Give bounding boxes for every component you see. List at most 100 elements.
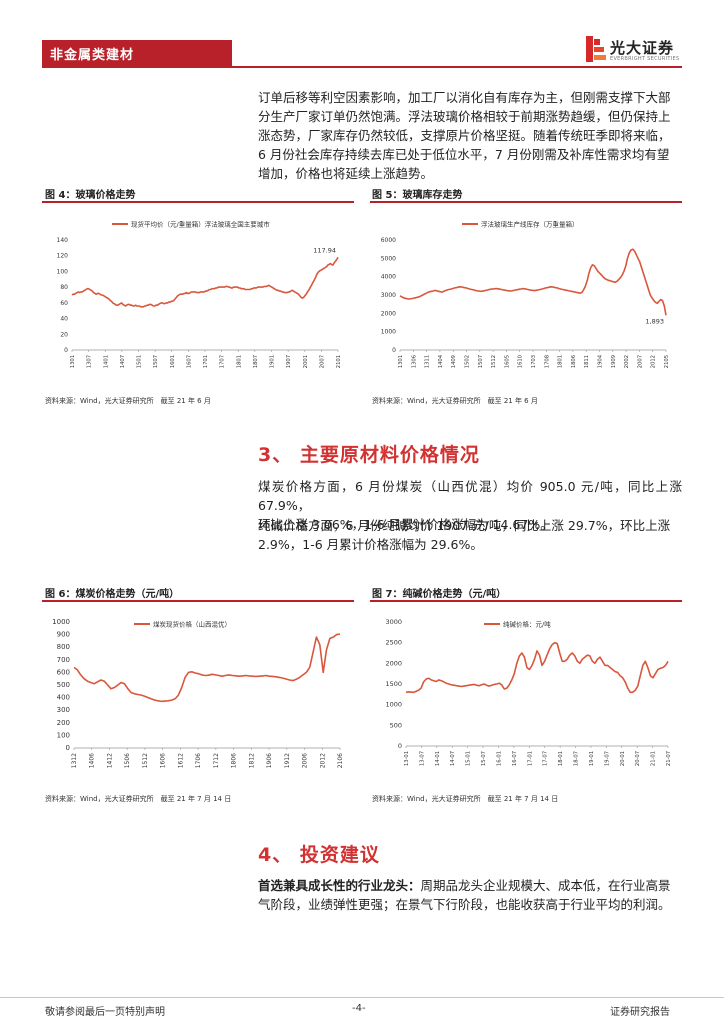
y-tick-label: 600 xyxy=(57,668,70,676)
x-tick-label: 2007 xyxy=(637,355,643,368)
text-line: 环比上涨 3.06%，1-6 月累计价格涨幅为 14.67%。 xyxy=(258,517,553,532)
x-tick-label: 1706 xyxy=(195,753,202,768)
footer-disclaimer: 敬请参阅最后一页特别声明 xyxy=(45,1007,165,1018)
x-tick-label: 1801 xyxy=(236,355,242,368)
x-tick-label: 1501 xyxy=(137,355,143,368)
coal-paragraph: 煤炭价格方面，6 月份煤炭（山西优混）均价 905.0 元/吨，同比上涨 67.… xyxy=(258,477,682,534)
y-tick-label: 0 xyxy=(66,744,70,752)
text-line: 涨态势，厂家库存仍然较低，支撑原片价格坚挺。随着传统旺季即将来临， xyxy=(258,128,671,143)
text-line: 纯碱价格方面，6 月份纯碱均价 1907 元/吨，同比上涨 29.7%，环比上涨 xyxy=(258,518,671,533)
intro-paragraph: 订单后移等利空因素影响，加工厂以消化自有库存为主，但刚需支撑下大部 分生产厂家订… xyxy=(258,88,682,183)
series-line xyxy=(405,641,669,694)
category-label: 非金属类建材 xyxy=(50,48,135,63)
end-value-label: 1,893 xyxy=(645,317,664,325)
x-tick-label: 1307 xyxy=(87,355,93,368)
x-tick-label: 15-07 xyxy=(481,751,487,766)
series-line xyxy=(399,248,667,316)
y-tick-label: 1000 xyxy=(385,701,402,709)
x-tick-label: 1401 xyxy=(103,355,109,368)
x-tick-label: 1312 xyxy=(71,753,78,768)
x-tick-label: 20-01 xyxy=(620,751,626,766)
figure-5-divider xyxy=(370,201,682,203)
x-tick-label: 1811 xyxy=(584,355,590,368)
figure-6-divider xyxy=(42,600,354,602)
text-line: 煤炭价格方面，6 月份煤炭（山西优混）均价 905.0 元/吨，同比上涨 67.… xyxy=(258,479,682,513)
x-tick-label: 21-07 xyxy=(666,751,672,766)
x-tick-label: 1909 xyxy=(611,355,617,368)
text-span: 周期品龙头企业规模大、成本低，在行业高景 xyxy=(420,878,671,893)
x-tick-label: 13-01 xyxy=(404,751,410,766)
y-tick-label: 120 xyxy=(57,253,69,260)
x-tick-label: 1806 xyxy=(571,355,577,368)
y-tick-label: 400 xyxy=(57,694,70,702)
figure-4-divider xyxy=(42,201,354,203)
y-tick-label: 60 xyxy=(60,300,68,307)
x-tick-label: 1306 xyxy=(411,355,417,368)
figure-6-source: 资料来源：Wind，光大证券研究所 截至 21 年 7 月 14 日 xyxy=(45,795,232,803)
y-tick-label: 0 xyxy=(398,742,402,750)
x-tick-label: 1901 xyxy=(270,355,276,368)
x-tick-label: 1707 xyxy=(220,355,226,368)
brand-subtitle: EVERBRIGHT SECURITIES xyxy=(610,56,680,62)
section-4-heading: 4、 投资建议 xyxy=(258,844,380,866)
x-tick-label: 2105 xyxy=(664,355,670,368)
y-tick-label: 2000 xyxy=(385,659,402,667)
x-tick-label: 1301 xyxy=(70,355,76,368)
x-tick-label: 1907 xyxy=(286,355,292,368)
x-tick-label: 1506 xyxy=(124,753,131,768)
legend-label: 纯碱价格：元/吨 xyxy=(503,620,551,629)
x-tick-label: 2012 xyxy=(651,355,657,368)
x-tick-label: 18-07 xyxy=(574,751,580,766)
soda-paragraph: 纯碱价格方面，6 月份纯碱均价 1907 元/吨，同比上涨 29.7%，环比上涨… xyxy=(258,516,682,554)
figure-7-divider xyxy=(370,600,682,602)
x-tick-label: 1301 xyxy=(398,355,404,368)
y-tick-label: 5000 xyxy=(381,255,396,262)
y-tick-label: 2000 xyxy=(381,310,396,317)
x-tick-label: 17-07 xyxy=(543,751,549,766)
x-tick-label: 1605 xyxy=(504,355,510,368)
x-tick-label: 2101 xyxy=(336,355,342,368)
x-tick-label: 1507 xyxy=(153,355,159,368)
y-tick-label: 3000 xyxy=(381,292,396,299)
x-tick-label: 17-01 xyxy=(527,751,533,766)
y-tick-label: 1000 xyxy=(52,618,70,626)
x-tick-label: 1407 xyxy=(120,355,126,368)
lead-phrase: 首选兼具成长性的行业龙头： xyxy=(258,878,421,893)
y-tick-label: 0 xyxy=(392,347,396,354)
x-tick-label: 1701 xyxy=(203,355,209,368)
figure-7-source: 资料来源：Wind，光大证券研究所 截至 21 年 7 月 14 日 xyxy=(372,795,559,803)
header-divider xyxy=(42,66,682,68)
y-tick-label: 300 xyxy=(57,706,70,714)
figure-6-title: 图 6：煤炭价格走势（元/吨） xyxy=(45,589,180,600)
footer-report-type: 证券研究报告 xyxy=(610,1007,670,1018)
x-tick-label: 1502 xyxy=(465,355,471,368)
x-tick-label: 19-07 xyxy=(604,751,610,766)
text-line: 气阶段，业绩弹性更强；在景气下行阶段，也能收获高于行业平均的利润。 xyxy=(258,897,671,912)
x-tick-label: 1801 xyxy=(558,355,564,368)
x-tick-label: 1806 xyxy=(231,753,238,768)
x-tick-label: 1906 xyxy=(266,753,273,768)
page-number: -4- xyxy=(352,1003,366,1014)
x-tick-label: 1512 xyxy=(491,355,497,368)
legend-label: 现货平均价（元/重量箱）浮法玻璃全国主要城市 xyxy=(131,220,270,229)
legend-label: 浮法玻璃生产线库存（万重量箱） xyxy=(481,220,579,229)
x-tick-label: 1512 xyxy=(142,753,149,768)
y-tick-label: 0 xyxy=(64,347,68,354)
x-tick-label: 1712 xyxy=(213,753,220,768)
x-tick-label: 1606 xyxy=(160,753,167,768)
text-line: 6 月份社会库存持续去库已处于低位水平，7 月份刚需及补库性需求均有望 xyxy=(258,147,670,162)
end-value-label: 117.94 xyxy=(313,246,336,254)
x-tick-label: 1612 xyxy=(177,753,184,768)
y-tick-label: 800 xyxy=(57,643,70,651)
soda-price-chart: 0 500 1000 1500 2000 2500 3000 13-01 13-07 14-01 1… xyxy=(385,618,672,766)
y-tick-label: 500 xyxy=(57,681,70,689)
x-tick-label: 1404 xyxy=(438,354,444,368)
figure-4-source: 资料来源：Wind，光大证券研究所 截至 21 年 6 月 xyxy=(45,397,211,405)
text-line: 首选兼具成长性的行业龙头：周期品龙头企业规模大、成本低，在行业高景 xyxy=(258,876,682,895)
y-tick-label: 700 xyxy=(57,656,70,664)
x-tick-label: 2001 xyxy=(303,355,309,368)
investment-paragraph: 首选兼具成长性的行业龙头：周期品龙头企业规模大、成本低，在行业高景 气阶段，业绩… xyxy=(258,876,682,914)
brand-name: 光大证券 xyxy=(610,39,675,57)
text-line: 分生产厂家订单仍然饱满。浮法玻璃价格相较于前期涨势趋缓，但仍保持上 xyxy=(258,109,671,124)
x-tick-label: 1807 xyxy=(253,355,259,368)
